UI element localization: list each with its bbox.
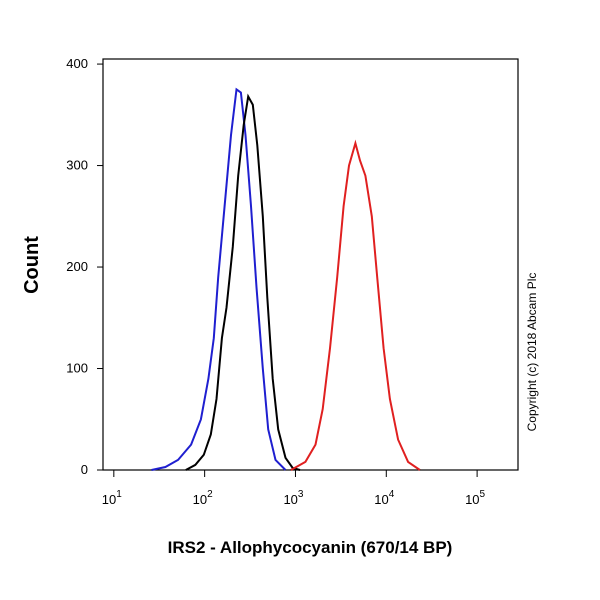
x-tick-label: 101	[102, 489, 122, 507]
copyright: Copyright (c) 2018 Abcam Plc	[525, 273, 539, 432]
y-tick-label: 300	[66, 158, 88, 173]
x-tick-label: 103	[283, 489, 303, 507]
x-tick-exponent: 1	[116, 489, 122, 500]
y-tick-label: 0	[81, 462, 88, 477]
histogram-line	[185, 93, 301, 471]
x-tick-base: 10	[283, 492, 297, 507]
x-tick-label: 104	[374, 489, 394, 507]
plot-frame	[102, 58, 519, 471]
x-tick-label: 105	[465, 489, 485, 507]
x-tick-label: 102	[193, 489, 213, 507]
y-tick-label: 400	[66, 56, 88, 71]
x-tick-base: 10	[465, 492, 479, 507]
x-tick-exponent: 3	[298, 489, 304, 500]
x-axis-label: IRS2 - Allophycocyanin (670/14 BP)	[168, 538, 453, 557]
x-tick-base: 10	[374, 492, 388, 507]
y-axis-label: Count	[21, 236, 43, 294]
x-tick-base: 10	[193, 492, 207, 507]
histogram-line	[151, 87, 287, 471]
x-tick-exponent: 2	[207, 489, 213, 500]
x-tick-exponent: 4	[389, 489, 395, 500]
x-tick-base: 10	[102, 492, 116, 507]
y-tick-label: 100	[66, 361, 88, 376]
y-tick-label: 200	[66, 259, 88, 274]
histogram-line	[290, 139, 421, 471]
x-tick-exponent: 5	[480, 489, 486, 500]
